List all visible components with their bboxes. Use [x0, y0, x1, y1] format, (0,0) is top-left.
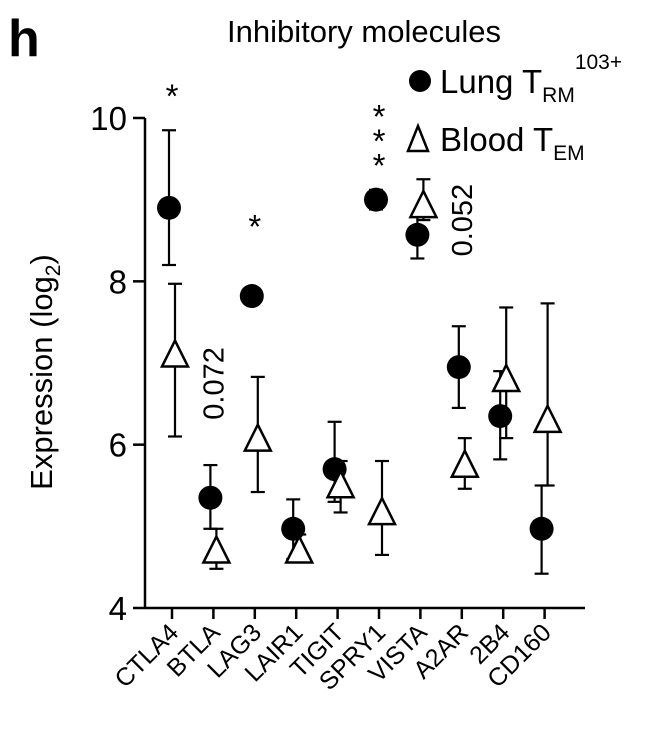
- blood-tem-point: [159, 337, 191, 368]
- lung-trm-point: [281, 516, 306, 541]
- significance-star: *: [373, 98, 386, 135]
- lung-trm-point: [364, 187, 388, 212]
- lung-trm-point: [446, 355, 471, 380]
- significance-star: *: [166, 77, 179, 114]
- blood-tem-point: [366, 495, 398, 526]
- legend-label-blood: Blood TEM: [440, 121, 585, 165]
- y-tick-label: 8: [109, 263, 127, 300]
- y-tick-label: 4: [109, 590, 127, 627]
- lung-trm-point: [488, 404, 513, 429]
- p-value-label: 0.052: [447, 184, 479, 257]
- blood-tem-point: [284, 533, 315, 564]
- significance-star: *: [373, 147, 386, 184]
- legend-label-lung: Lung TRM103+: [440, 51, 622, 107]
- blood-tem-point: [201, 533, 232, 564]
- significance-star: *: [373, 122, 386, 159]
- legend-circle-marker: [409, 70, 431, 92]
- blood-tem-point: [325, 468, 356, 499]
- significance-star: *: [248, 208, 261, 245]
- blood-tem-point: [532, 403, 563, 434]
- lung-trm-point: [157, 195, 181, 220]
- chart-title: Inhibitory molecules: [227, 14, 501, 49]
- legend: Lung TRM103+ Blood TEM: [406, 51, 622, 165]
- y-tick-label: 10: [90, 100, 127, 137]
- y-axis-label: Expression (log2): [24, 254, 65, 490]
- blood-tem-point: [491, 362, 522, 393]
- panel-label: h: [8, 10, 40, 68]
- blood-tem-point: [408, 188, 439, 219]
- blood-tem-point: [449, 447, 480, 479]
- lung-trm-point: [239, 284, 264, 309]
- blood-tem-point: [242, 421, 273, 452]
- p-value-label: 0.072: [198, 347, 230, 420]
- lung-trm-point: [405, 222, 430, 247]
- y-tick-label: 6: [109, 427, 127, 464]
- legend-triangle-marker: [406, 122, 430, 153]
- lung-trm-point: [529, 516, 554, 541]
- lung-trm-point: [198, 485, 223, 510]
